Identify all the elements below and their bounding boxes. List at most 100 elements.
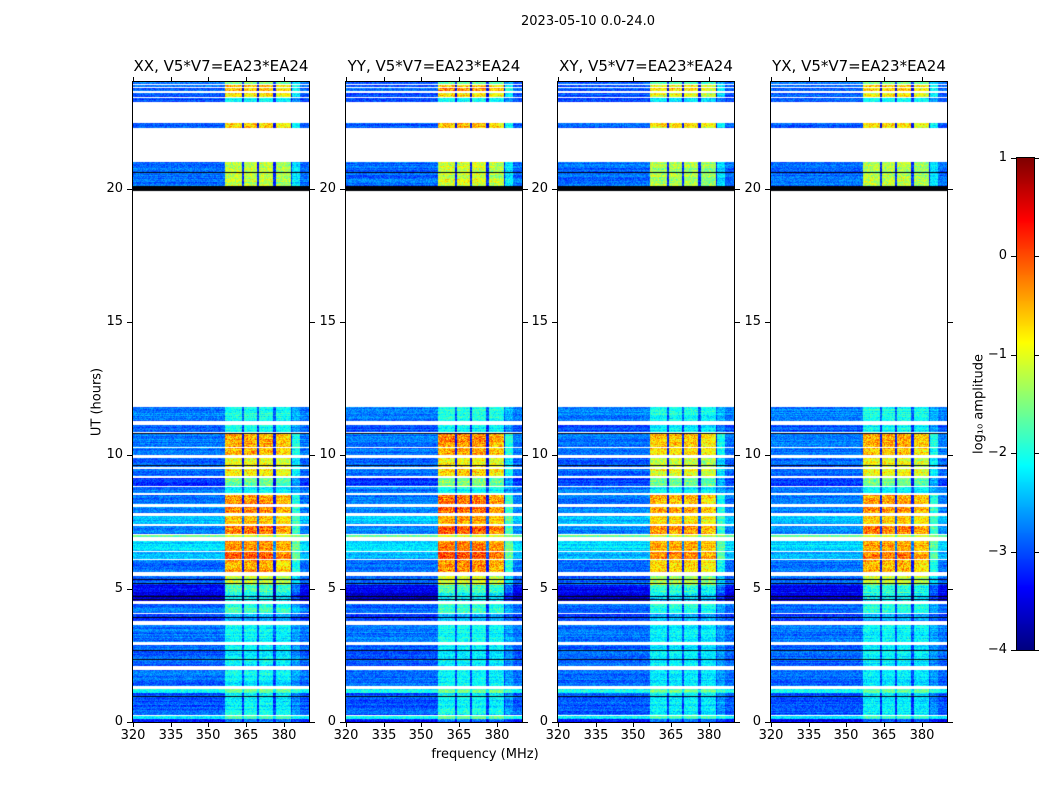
y-tick <box>552 455 557 456</box>
x-tick <box>497 77 498 81</box>
x-tick-label: 380 <box>909 728 935 743</box>
y-tick <box>948 189 953 190</box>
y-axis-label: UT (hours) <box>89 367 105 437</box>
panel-title-yx: YX, V5*V7=EA23*EA24 <box>772 57 946 75</box>
y-tick-label: 5 <box>114 581 123 596</box>
y-tick <box>340 189 345 190</box>
y-tick <box>948 589 953 590</box>
x-tick <box>346 77 347 81</box>
x-tick <box>596 723 597 727</box>
panel-title-xy: XY, V5*V7=EA23*EA24 <box>559 57 733 75</box>
y-tick <box>310 455 315 456</box>
x-tick-label: 350 <box>620 728 646 743</box>
y-tick <box>310 322 315 323</box>
x-tick <box>558 723 559 727</box>
y-tick-label: 10 <box>531 447 548 462</box>
colorbar-tick <box>1011 650 1016 651</box>
colorbar-tick <box>1011 256 1016 257</box>
x-tick <box>771 77 772 81</box>
y-tick-label: 15 <box>744 314 761 329</box>
colorbar-tick <box>1011 158 1016 159</box>
spectrogram-canvas <box>133 82 309 722</box>
colorbar-tick <box>1035 650 1039 651</box>
y-tick-label: 5 <box>539 581 548 596</box>
colorbar-gradient <box>1017 158 1034 650</box>
y-tick <box>127 589 132 590</box>
x-tick <box>809 77 810 81</box>
x-tick <box>846 723 847 727</box>
y-tick <box>948 322 953 323</box>
x-tick <box>633 77 634 81</box>
y-tick <box>523 189 528 190</box>
colorbar-tick <box>1011 355 1016 356</box>
spectrogram-panel <box>345 81 523 723</box>
x-tick <box>421 77 422 81</box>
spectrogram-canvas <box>771 82 947 722</box>
x-tick <box>771 723 772 727</box>
x-tick-label: 350 <box>195 728 221 743</box>
y-tick-label: 10 <box>744 447 761 462</box>
x-tick <box>809 723 810 727</box>
x-tick <box>922 723 923 727</box>
spectrogram-panel <box>557 81 735 723</box>
x-tick <box>384 723 385 727</box>
colorbar-tick-label: −4 <box>987 642 1007 657</box>
x-tick <box>171 723 172 727</box>
y-tick <box>765 589 770 590</box>
x-tick <box>846 77 847 81</box>
colorbar-tick <box>1011 453 1016 454</box>
x-tick <box>246 77 247 81</box>
x-tick-label: 380 <box>271 728 297 743</box>
x-tick-label: 365 <box>658 728 684 743</box>
x-tick <box>133 723 134 727</box>
y-tick <box>127 722 132 723</box>
panel-title-xx: XX, V5*V7=EA23*EA24 <box>133 57 309 75</box>
y-tick-label: 15 <box>106 314 123 329</box>
x-axis-label: frequency (MHz) <box>431 747 539 762</box>
colorbar-tick <box>1035 552 1039 553</box>
colorbar-tick <box>1011 552 1016 553</box>
x-tick <box>459 77 460 81</box>
colorbar <box>1016 157 1035 651</box>
x-tick <box>171 77 172 81</box>
x-tick <box>246 723 247 727</box>
y-tick-label: 10 <box>319 447 336 462</box>
spectrogram-canvas <box>346 82 522 722</box>
y-tick <box>735 189 740 190</box>
y-tick <box>765 722 770 723</box>
colorbar-tick-label: −2 <box>987 445 1007 460</box>
x-tick <box>884 77 885 81</box>
x-tick <box>709 723 710 727</box>
x-tick <box>208 723 209 727</box>
x-tick <box>384 77 385 81</box>
y-tick <box>735 455 740 456</box>
x-tick <box>284 723 285 727</box>
y-tick <box>552 189 557 190</box>
x-tick <box>633 723 634 727</box>
x-tick-label: 365 <box>446 728 472 743</box>
y-tick-label: 15 <box>531 314 548 329</box>
y-tick-label: 20 <box>531 181 548 196</box>
x-tick <box>421 723 422 727</box>
colorbar-tick-label: −1 <box>987 347 1007 362</box>
x-tick-label: 335 <box>371 728 397 743</box>
y-tick <box>340 722 345 723</box>
y-tick <box>948 455 953 456</box>
y-tick <box>340 589 345 590</box>
colorbar-tick <box>1035 158 1039 159</box>
x-tick <box>922 77 923 81</box>
x-tick-label: 320 <box>333 728 359 743</box>
y-tick-label: 0 <box>752 714 761 729</box>
x-tick-label: 335 <box>158 728 184 743</box>
x-tick <box>284 77 285 81</box>
y-tick <box>552 322 557 323</box>
x-tick <box>884 723 885 727</box>
y-tick-label: 5 <box>752 581 761 596</box>
y-tick-label: 5 <box>327 581 336 596</box>
y-tick <box>127 322 132 323</box>
x-tick-label: 320 <box>545 728 571 743</box>
x-tick <box>709 77 710 81</box>
colorbar-tick <box>1035 453 1039 454</box>
y-tick <box>523 589 528 590</box>
y-tick <box>765 322 770 323</box>
